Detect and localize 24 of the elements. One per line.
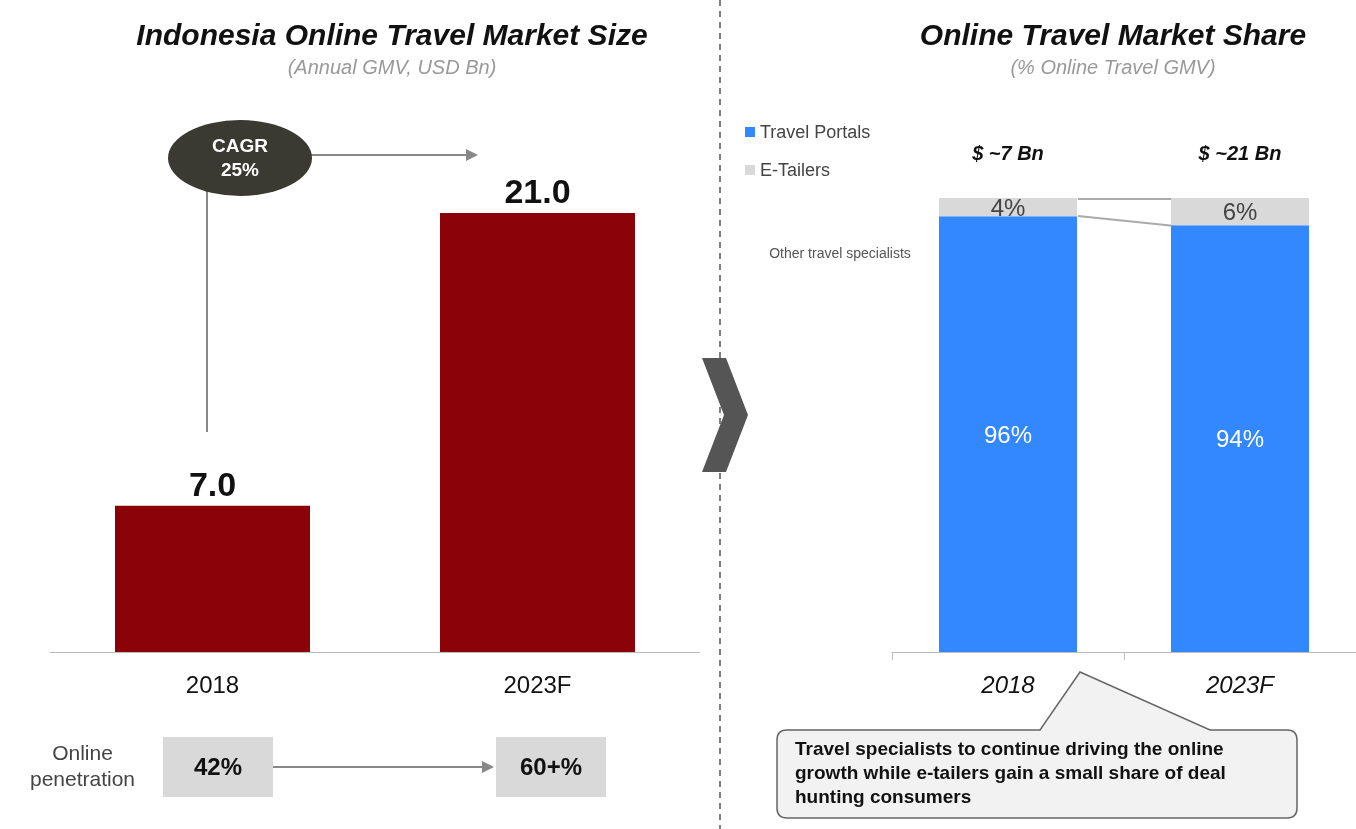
data-label: 4%: [990, 193, 1026, 221]
text: CAGR 25%: [211, 134, 269, 182]
text: Travel specialists to continue driving the online growth while e-tailers gain a small share of deal hunting consumers: [795, 737, 1227, 809]
data-label: 21.0: [504, 172, 571, 210]
legend-label: Travel Portals: [760, 122, 871, 142]
chart-subtitle: (Annual GMV, USD Bn): [287, 56, 497, 78]
chart-title: Online Travel Market Share: [919, 17, 1307, 51]
data-label: 7.0: [188, 464, 237, 503]
annotation: Other travel specialists: [768, 245, 912, 263]
x-tick-label: 2023F: [503, 670, 572, 698]
chart-title: Indonesia Online Travel Market Size: [136, 17, 648, 51]
annotation: $ ~7 Bn: [971, 142, 1045, 165]
x-tick-label: 2018: [980, 670, 1036, 698]
x-tick-label: 2023F: [1204, 670, 1276, 698]
text: Online penetration: [28, 740, 137, 793]
text: 42%: [192, 752, 243, 782]
text: 60+%: [518, 752, 584, 782]
data-label: 94%: [1215, 425, 1265, 453]
annotation: $ ~21 Bn: [1197, 142, 1283, 165]
x-tick-label: 2018: [185, 670, 240, 698]
chart-subtitle: (% Online Travel GMV): [1010, 56, 1216, 78]
data-label: 96%: [983, 420, 1033, 448]
data-label: 6%: [1222, 198, 1258, 226]
legend-label: E-Tailers: [760, 160, 831, 180]
